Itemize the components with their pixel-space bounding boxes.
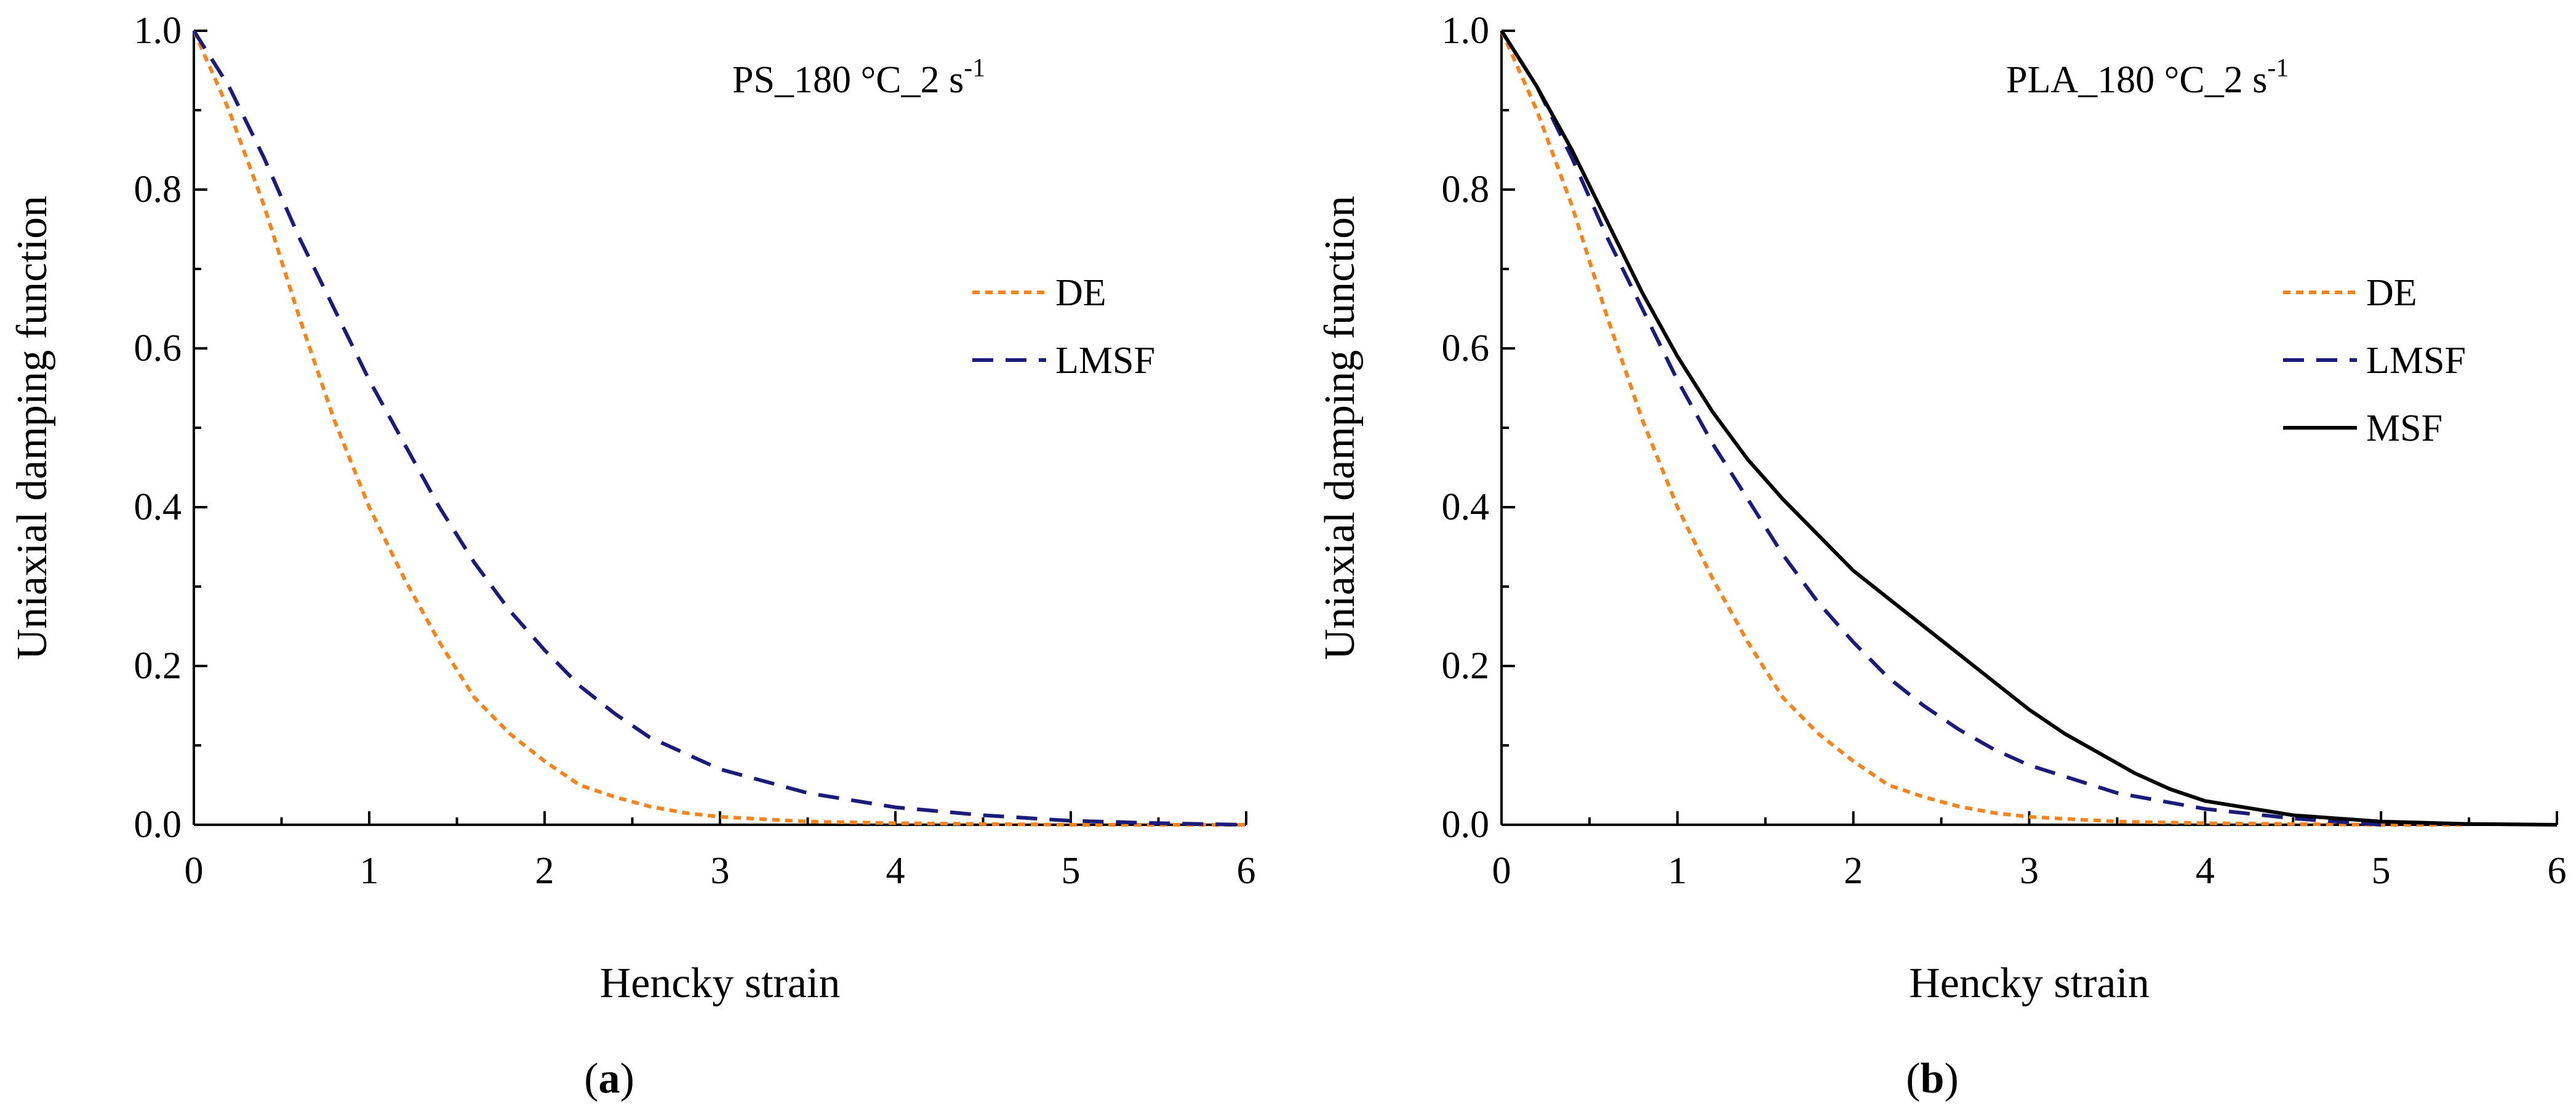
- x-tick-label: 3: [711, 850, 730, 892]
- annotation-superscript: -1: [2267, 54, 2289, 82]
- x-axis-title: Hencky strain: [600, 960, 841, 1007]
- chart-panel-a: 0 1 2 3 4 5 6 0.0 0.2 0.4 0.6 0.8 1.0 Hencky strain Un…: [9, 10, 1256, 1102]
- panel-caption-letter: a: [599, 1055, 620, 1102]
- x-tick-label: 4: [886, 850, 905, 892]
- series-line-de: [192, 30, 1246, 827]
- series-line-msf: [1500, 30, 2558, 827]
- y-tick-label: 0.8: [1442, 169, 1490, 211]
- y-tick-label: 0.4: [1442, 486, 1490, 528]
- legend-label-de: DE: [2366, 272, 2417, 314]
- y-tick-label: 0.2: [134, 645, 182, 687]
- series-line-de: [1500, 30, 2470, 827]
- y-tick-label: 0.8: [134, 169, 182, 211]
- panel-caption-letter: b: [1921, 1055, 1945, 1102]
- y-tick-label: 1.0: [134, 10, 182, 52]
- x-tick-label: 5: [2372, 850, 2391, 892]
- x-tick-label: 1: [1668, 850, 1687, 892]
- y-tick-label: 0.0: [1442, 804, 1490, 846]
- series-line-lmsf: [1500, 30, 2382, 827]
- x-tick-label: 2: [535, 850, 554, 892]
- chart-panel-b: 0 1 2 3 4 5 6 0.0 0.2 0.4 0.6 0.8 1.0 Hencky strain Un…: [1316, 10, 2567, 1102]
- annotation-superscript: -1: [964, 54, 985, 82]
- condition-annotation: PLA_180 °C_2 s-1: [2006, 54, 2289, 101]
- annotation-main: PS_180 °C_2 s: [732, 59, 964, 101]
- legend-label-lmsf: LMSF: [1055, 340, 1155, 382]
- x-tick-label: 3: [2020, 850, 2039, 892]
- x-tick-label: 6: [1237, 850, 1256, 892]
- legend-label-de: DE: [1055, 272, 1106, 314]
- y-axis-title: Uniaxial damping function: [1316, 196, 1364, 660]
- y-tick-label: 0.6: [134, 327, 182, 369]
- panel-caption: (b): [1906, 1055, 1959, 1102]
- legend-label-msf: MSF: [2366, 407, 2442, 449]
- y-axis-title: Uniaxial damping function: [9, 196, 56, 660]
- y-tick-label: 0.2: [1442, 645, 1490, 687]
- series-line-lmsf: [192, 30, 1247, 827]
- y-tick-label: 0.0: [134, 804, 182, 846]
- x-tick-label: 2: [1844, 850, 1863, 892]
- y-tick-label: 0.4: [134, 486, 182, 528]
- x-tick-label: 4: [2196, 850, 2215, 892]
- x-axis-title: Hencky strain: [1909, 960, 2150, 1007]
- x-tick-label: 0: [185, 850, 204, 892]
- x-tick-label: 0: [1492, 850, 1511, 892]
- x-tick-label: 6: [2548, 850, 2567, 892]
- y-tick-label: 1.0: [1442, 10, 1490, 52]
- panel-caption: (a): [584, 1055, 634, 1102]
- y-tick-label: 0.6: [1442, 327, 1490, 369]
- x-tick-label: 1: [360, 850, 379, 892]
- condition-annotation: PS_180 °C_2 s-1: [732, 54, 985, 101]
- legend-label-lmsf: LMSF: [2366, 340, 2466, 382]
- annotation-main: PLA_180 °C_2 s: [2006, 59, 2267, 101]
- x-tick-label: 5: [1062, 850, 1081, 892]
